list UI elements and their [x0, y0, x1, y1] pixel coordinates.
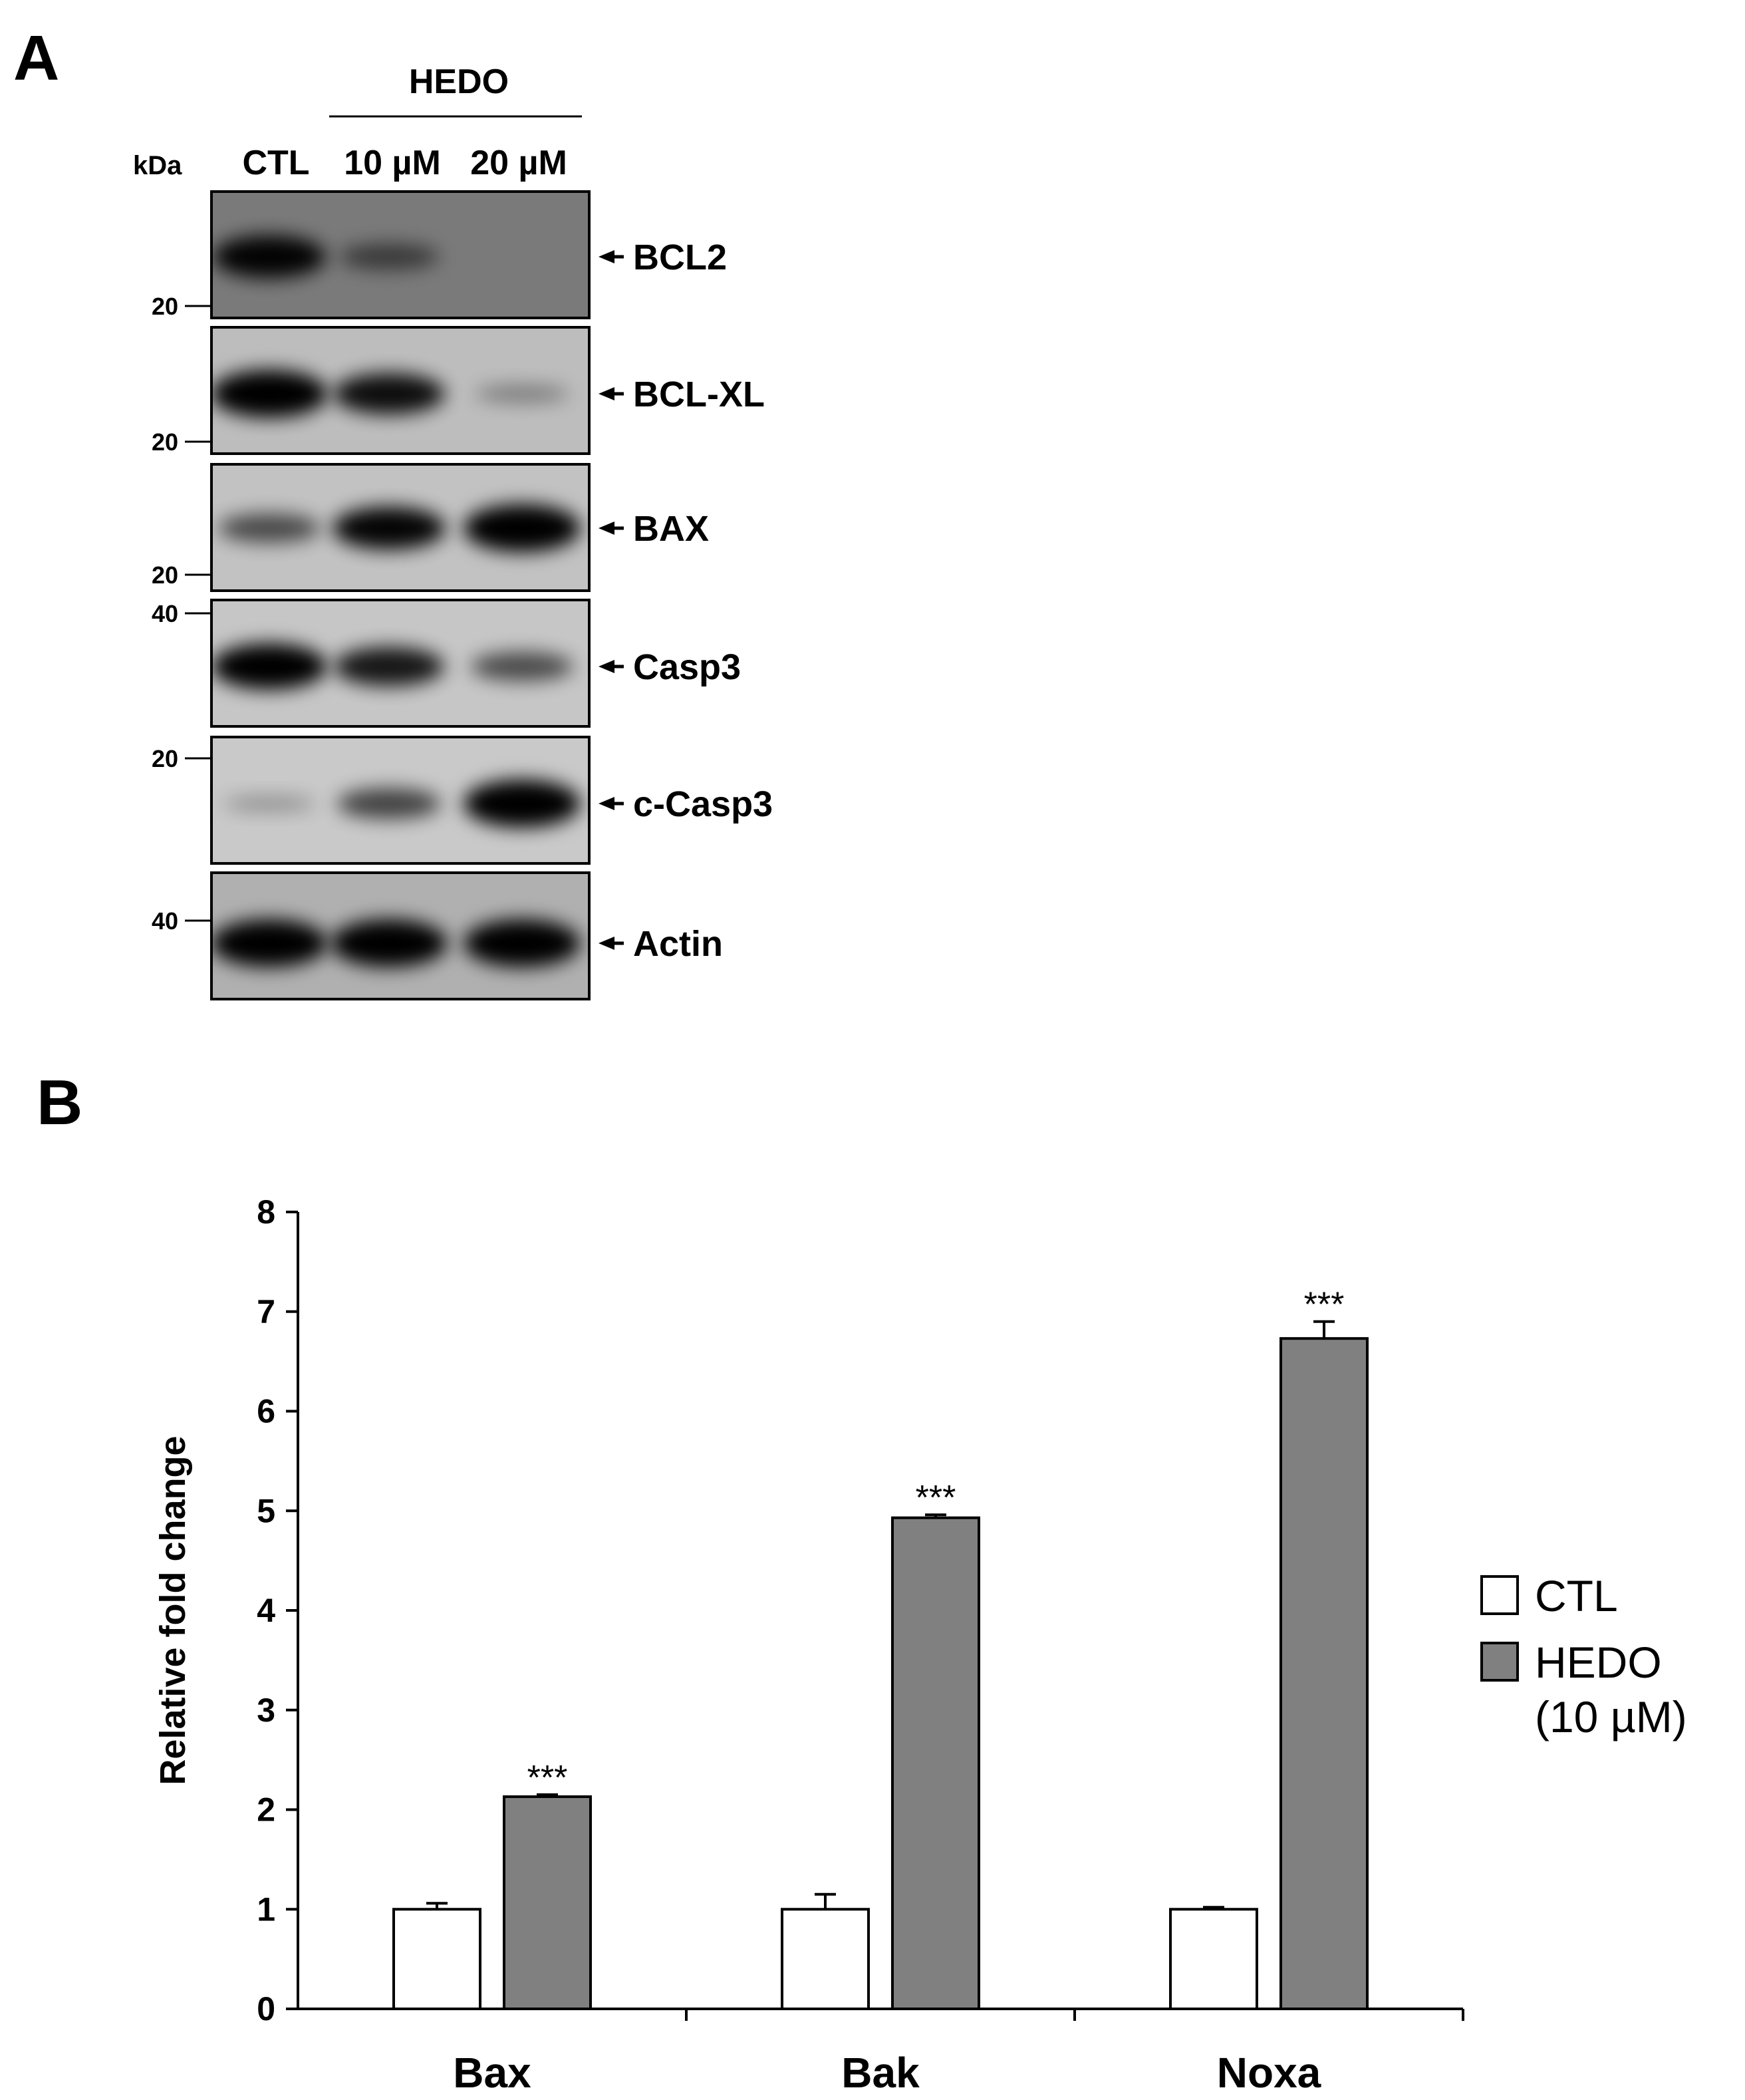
mw-marker-label: 40 — [152, 600, 178, 627]
arrow-icon — [599, 660, 614, 673]
legend-label-hedo-conc: (10 µM) — [1535, 1692, 1687, 1741]
x-tick-label: Bax — [453, 2049, 531, 2097]
band — [211, 643, 327, 690]
legend-swatch-hedo — [1480, 1642, 1519, 1682]
mw-marker-label: 20 — [152, 745, 178, 772]
bands — [223, 780, 581, 827]
arrow-icon — [599, 522, 614, 535]
blot-actin: 40 Actin — [152, 871, 723, 1000]
blot-c-casp3: 20 c-Casp3 — [152, 736, 773, 865]
lane-labels: CTL 10 µM 20 µM — [242, 144, 567, 182]
bands — [211, 370, 569, 418]
arrow-icon — [599, 387, 614, 400]
blot-bax: 20 BAX — [152, 463, 709, 592]
y-tick-label: 6 — [257, 1393, 275, 1430]
band — [334, 647, 444, 686]
significance-label: *** — [916, 1479, 956, 1517]
band — [213, 235, 326, 279]
panel-b: B 0 1 2 3 4 5 6 7 8 Relative fold change Bax *** Bak… — [37, 1067, 1687, 2097]
band — [331, 919, 448, 967]
y-tick-label: 3 — [257, 1692, 275, 1729]
band — [464, 919, 581, 967]
band — [475, 384, 569, 403]
lane-label: 20 µM — [470, 144, 567, 182]
y-tick-label: 5 — [257, 1492, 275, 1529]
protein-label: BCL-XL — [633, 375, 765, 414]
mw-marker-label: 20 — [152, 561, 178, 589]
bands — [211, 919, 581, 967]
blots: 20 BCL2 20 BCL-XL 20 BAX 40 Casp3 20 c-Casp3 40 Act… — [152, 190, 773, 1000]
protein-label: BAX — [633, 509, 709, 549]
bands — [218, 504, 581, 552]
bar-ctl — [392, 1908, 481, 2010]
band — [471, 652, 573, 681]
bar-hedo — [503, 1795, 592, 2010]
y-tick-label: 4 — [257, 1592, 275, 1629]
band — [464, 780, 581, 827]
protein-label: Casp3 — [633, 647, 741, 687]
blot-casp3: 40 Casp3 — [152, 599, 741, 728]
band — [218, 514, 321, 543]
legend: CTL HEDO (10 µM) — [1480, 1571, 1687, 1741]
bar-hedo — [891, 1516, 980, 2010]
legend-label-hedo: HEDO — [1535, 1638, 1662, 1687]
mw-marker-label: 40 — [152, 907, 178, 935]
band — [211, 370, 328, 418]
bar-hedo — [1279, 1337, 1369, 2010]
x-tick-label: Noxa — [1217, 2049, 1321, 2097]
arrow-icon — [599, 250, 614, 263]
hedo-group-label: HEDO — [409, 63, 509, 101]
significance-label: *** — [527, 1759, 568, 1797]
band — [339, 243, 439, 270]
band — [211, 919, 328, 967]
band — [333, 373, 445, 414]
band — [464, 504, 581, 552]
band — [333, 506, 446, 550]
blot-bcl2: 20 BCL2 — [152, 190, 727, 320]
lane-label: 10 µM — [344, 144, 441, 182]
y-tick-label: 2 — [257, 1791, 275, 1829]
bands — [211, 643, 573, 690]
legend-swatch-ctl — [1480, 1575, 1519, 1615]
lane-label: CTL — [242, 144, 309, 182]
arrow-icon — [599, 937, 614, 950]
band — [337, 788, 441, 819]
arrow-icon — [599, 797, 614, 810]
mw-marker-label: 20 — [152, 293, 178, 320]
protein-label: BCL2 — [633, 237, 727, 277]
legend-label-ctl: CTL — [1535, 1571, 1618, 1620]
y-tick-label: 1 — [257, 1890, 275, 1928]
protein-label: Actin — [633, 924, 723, 964]
x-tick-label: Bak — [841, 2049, 920, 2097]
bar-ctl — [1169, 1908, 1258, 2010]
y-axis-label: Relative fold change — [153, 1435, 193, 1785]
y-tick-label: 0 — [257, 1990, 275, 2027]
bands — [213, 235, 439, 279]
blot-bcl-xl: 20 BCL-XL — [152, 326, 765, 456]
y-tick-label: 7 — [257, 1293, 275, 1330]
significance-label: *** — [1304, 1286, 1345, 1324]
y-tick-label: 8 — [257, 1193, 275, 1231]
panel-b-letter: B — [37, 1067, 82, 1138]
mw-marker-label: 20 — [152, 428, 178, 456]
panel-a-letter: A — [13, 23, 59, 94]
bar-ctl — [781, 1908, 870, 2010]
protein-label: c-Casp3 — [633, 784, 773, 824]
bar-chart: 0 1 2 3 4 5 6 7 8 Relative fold change Bax *** Bak **… — [153, 1193, 1464, 2097]
panel-a: A HEDO kDa CTL 10 µM 20 µM 20BCL220BCL-XL2… — [13, 23, 773, 1000]
kda-label: kDa — [133, 151, 182, 180]
band — [223, 796, 315, 812]
